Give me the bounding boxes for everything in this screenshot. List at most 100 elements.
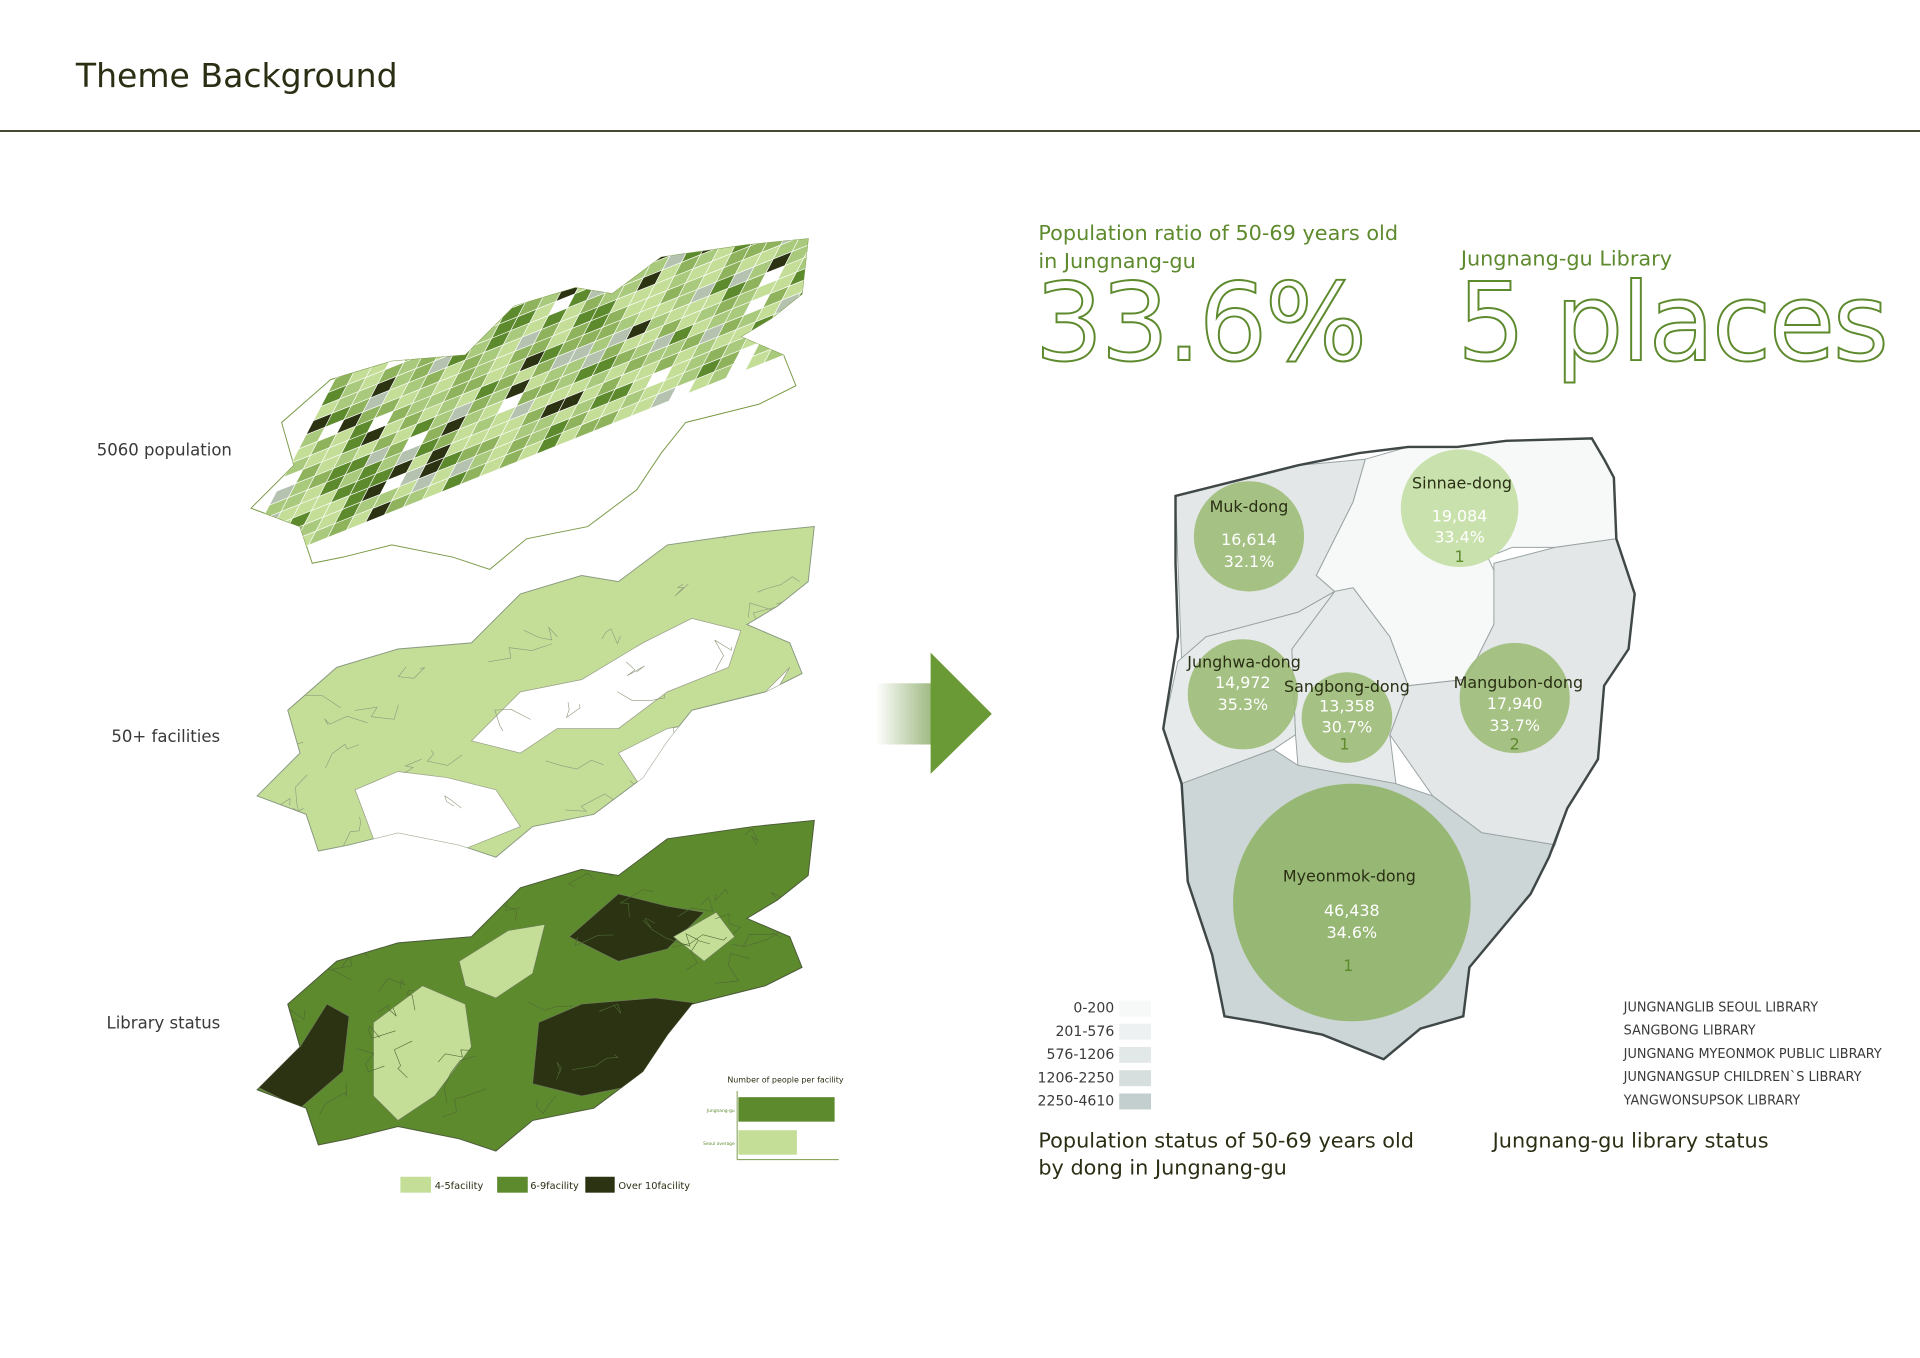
population-grid-cell bbox=[550, 204, 576, 226]
population-grid-cell bbox=[466, 193, 492, 215]
population-grid-cell bbox=[653, 152, 679, 174]
population-grid-cell bbox=[765, 196, 791, 218]
population-grid-cell bbox=[600, 195, 626, 217]
population-grid-cell bbox=[890, 157, 916, 179]
population-grid-cell bbox=[830, 215, 856, 237]
population-grid-cell bbox=[918, 46, 944, 68]
population-grid-cell bbox=[546, 183, 572, 205]
population-grid-cell bbox=[899, 198, 925, 220]
population-grid-cell bbox=[364, 299, 392, 323]
population-grid-cell bbox=[757, 210, 783, 232]
population-grid-cell bbox=[793, 85, 819, 107]
population-grid-cell bbox=[883, 171, 909, 193]
population-grid-cell bbox=[692, 192, 718, 214]
population-grid-cell bbox=[915, 80, 941, 102]
bubble-junghwa-dong[interactable]: Junghwa-dong 14,972 35.3% bbox=[1186, 639, 1301, 750]
population-grid-cell bbox=[781, 78, 807, 100]
dong-ratio: 35.3% bbox=[1218, 695, 1269, 714]
population-grid-cell bbox=[762, 86, 788, 108]
population-grid-cell bbox=[523, 170, 549, 192]
population-grid-cell bbox=[656, 117, 682, 139]
population-grid-cell bbox=[943, 114, 969, 136]
population-grid-cell bbox=[523, 238, 552, 248]
population-grid-cell bbox=[959, 0, 985, 17]
population-grid-cell bbox=[942, 59, 968, 81]
bubble-muk-dong[interactable]: Muk-dong 16,614 32.1% bbox=[1193, 481, 1305, 592]
population-grid-cell bbox=[774, 92, 800, 114]
population-grid-cell bbox=[902, 164, 928, 186]
population-grid-cell bbox=[945, 24, 971, 46]
dong-bubbles: Muk-dong 16,614 32.1% Sinnae-dong 19,084… bbox=[1186, 449, 1583, 1022]
population-grid-cell bbox=[565, 238, 594, 254]
population-grid-cell bbox=[619, 188, 645, 210]
dong-name: Junghwa-dong bbox=[1186, 652, 1301, 671]
population-grid-cell bbox=[409, 216, 435, 238]
population-grid-cell bbox=[828, 304, 854, 326]
population-grid-cell bbox=[816, 98, 842, 120]
chart-bar-jungnang bbox=[738, 1097, 835, 1122]
population-grid-cell bbox=[768, 238, 796, 240]
population-grid-cell bbox=[800, 270, 809, 294]
population-grid-cell bbox=[565, 176, 591, 198]
bubble-mangubon-dong[interactable]: Mangubon-dong 17,940 33.7% 2 bbox=[1454, 642, 1583, 754]
population-grid-cell bbox=[508, 199, 534, 221]
population-grid-cell bbox=[797, 304, 809, 328]
population-grid-cell bbox=[836, 145, 862, 167]
boundary-line bbox=[437, 1049, 469, 1063]
population-grid-cell bbox=[964, 16, 990, 38]
population-grid-cell bbox=[755, 100, 781, 122]
population-grid-cell bbox=[817, 153, 843, 175]
bubble-myeonmok-dong[interactable]: Myeonmok-dong 46,438 34.6% 1 bbox=[1233, 783, 1471, 1022]
population-grid-cell bbox=[893, 122, 919, 144]
bubble-sangbong-dong[interactable]: Sangbong-dong 13,358 30.7% 1 bbox=[1284, 672, 1410, 763]
population-grid-cell bbox=[715, 205, 741, 227]
population-grid-cell bbox=[588, 243, 617, 267]
population-grid-cell bbox=[927, 87, 953, 109]
population-grid-cell bbox=[684, 206, 710, 228]
population-grid-cell bbox=[777, 58, 803, 80]
population-grid-cell bbox=[546, 238, 575, 261]
population-grid-cell bbox=[600, 249, 629, 273]
boundary-line bbox=[714, 888, 729, 902]
population-grid-cell bbox=[577, 238, 605, 260]
population-grid-cell bbox=[416, 202, 442, 224]
population-grid-cell bbox=[869, 54, 895, 76]
population-grid-cell bbox=[796, 50, 822, 72]
population-grid-cell bbox=[895, 33, 921, 55]
dong-name: Sinnae-dong bbox=[1412, 474, 1512, 493]
population-grid-cell bbox=[899, 53, 925, 75]
population-grid-cell bbox=[432, 283, 461, 307]
population-grid-cell bbox=[778, 312, 806, 336]
population-grid-cell bbox=[842, 76, 868, 98]
population-grid-cell bbox=[997, 0, 1023, 2]
population-grid-cell bbox=[361, 334, 389, 358]
bubble-sinnae-dong[interactable]: Sinnae-dong 19,084 33.4% 1 bbox=[1400, 449, 1519, 567]
population-grid-cell bbox=[642, 201, 668, 223]
dong-library-count: 1 bbox=[1455, 547, 1465, 566]
boundary-line bbox=[684, 1120, 709, 1152]
population-grid-cell bbox=[657, 238, 686, 250]
population-grid-cell bbox=[782, 133, 808, 155]
population-grid-cell bbox=[492, 238, 521, 249]
arrow-icon bbox=[875, 652, 992, 774]
population-grid-cell bbox=[809, 312, 835, 334]
population-grid-cell bbox=[848, 152, 874, 174]
population-grid-cell bbox=[803, 181, 829, 203]
legend-label: Over 10facility bbox=[618, 1181, 690, 1192]
population-grid-cell bbox=[894, 178, 920, 200]
population-grid-cell bbox=[751, 79, 777, 101]
boundary-line bbox=[442, 1088, 487, 1118]
boundary-line bbox=[777, 984, 815, 1003]
population-grid-cell bbox=[722, 191, 748, 213]
population-grid-cell bbox=[847, 297, 873, 319]
boundary-line bbox=[809, 848, 815, 858]
boundary-line bbox=[287, 938, 313, 952]
dong-ratio: 30.7% bbox=[1322, 717, 1373, 736]
population-grid-cell bbox=[435, 194, 461, 216]
population-grid-cell bbox=[977, 78, 1003, 100]
population-grid-cell bbox=[721, 136, 747, 158]
population-grid-cell bbox=[880, 61, 906, 83]
population-grid-cell bbox=[447, 255, 476, 279]
boundary-line bbox=[715, 913, 741, 935]
population-grid-cell bbox=[864, 179, 890, 201]
